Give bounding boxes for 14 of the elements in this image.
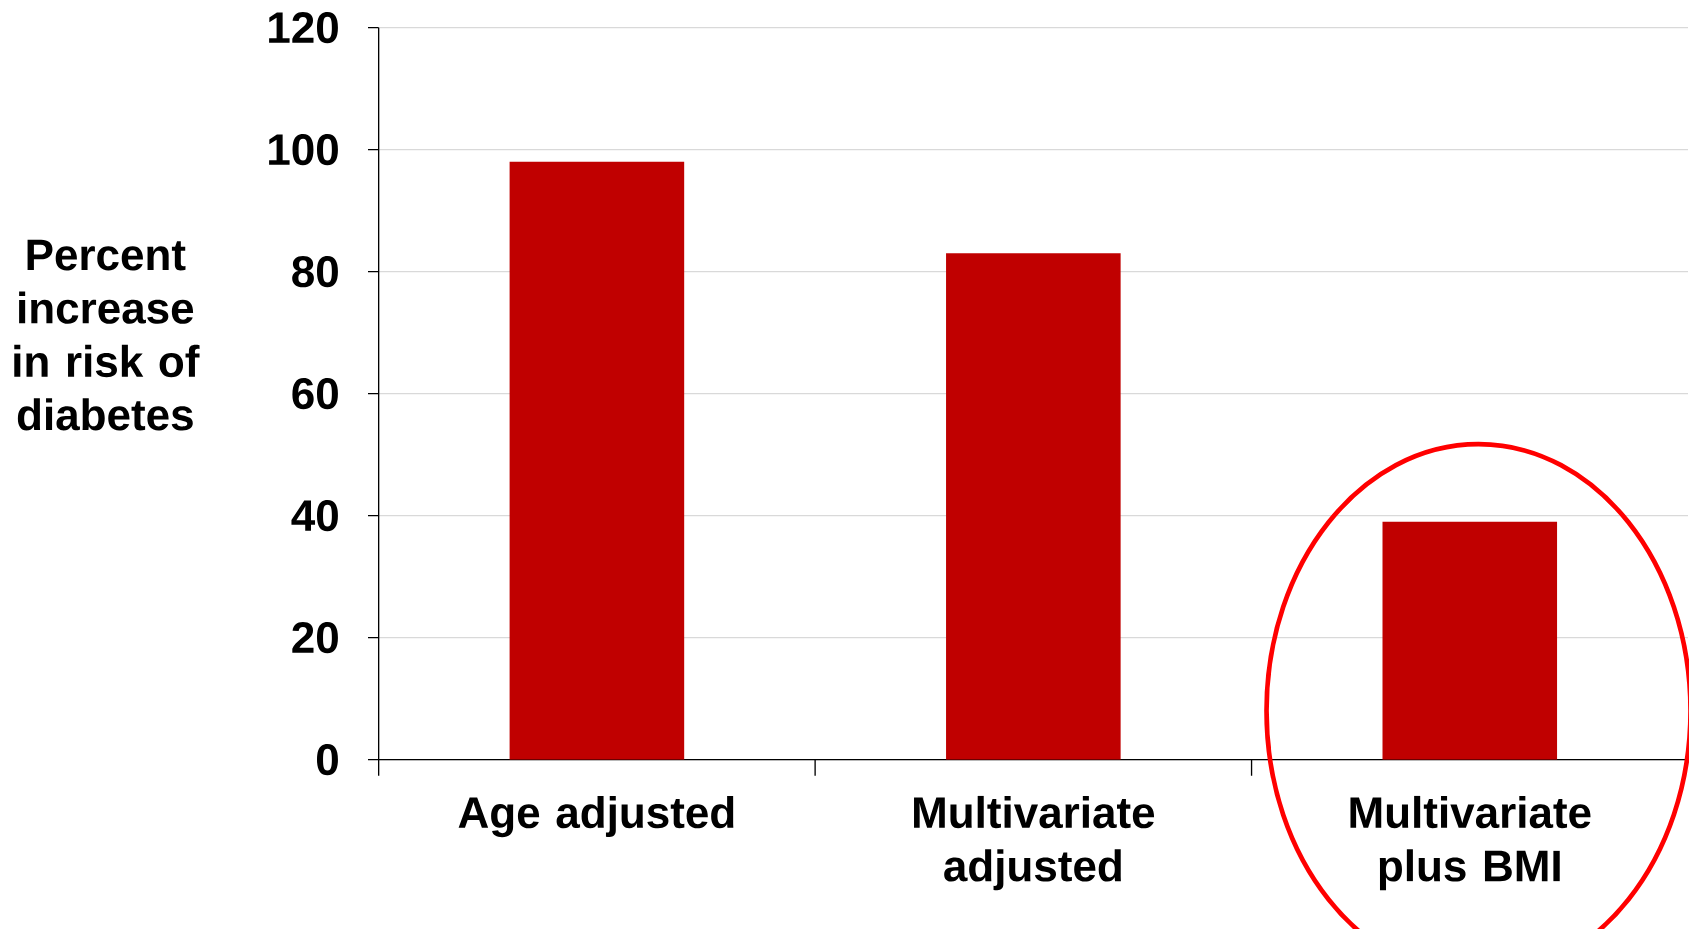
y-axis-title: Percent increase in risk of diabetes xyxy=(14,239,200,431)
bar xyxy=(1382,521,1558,760)
y-tick-label: 0 xyxy=(317,744,338,776)
y-tick-label: 100 xyxy=(269,134,338,166)
y-tick-label: 120 xyxy=(269,12,338,44)
x-tick-label: Multivariate plus BMI xyxy=(1350,795,1591,891)
x-tick-label: Age adjusted xyxy=(458,795,734,838)
y-tick-label: 80 xyxy=(292,256,338,288)
bar xyxy=(509,161,685,760)
y-tick-label: 20 xyxy=(292,622,338,654)
bar xyxy=(946,253,1121,760)
x-tick-label: Multivariate adjusted xyxy=(914,795,1155,891)
y-tick-label: 40 xyxy=(291,500,338,532)
y-tick-label: 60 xyxy=(292,378,338,410)
